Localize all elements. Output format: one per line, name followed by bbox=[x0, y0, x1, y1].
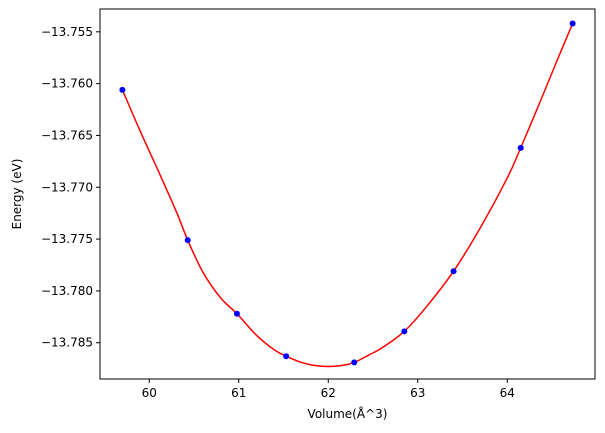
x-axis-ticks: 60 61 62 63 64 bbox=[142, 379, 515, 400]
data-point bbox=[119, 86, 126, 93]
x-tick-label: 61 bbox=[231, 386, 246, 400]
y-tick-label: −13.780 bbox=[41, 284, 93, 298]
x-tick-label: 62 bbox=[321, 386, 336, 400]
data-point bbox=[401, 328, 408, 335]
data-point bbox=[517, 144, 524, 151]
y-axis-label: Energy (eV) bbox=[10, 159, 24, 230]
y-tick-label: −13.775 bbox=[41, 232, 93, 246]
data-point bbox=[283, 353, 290, 360]
y-tick-label: −13.770 bbox=[41, 180, 93, 194]
y-tick-label: −13.755 bbox=[41, 25, 93, 39]
x-tick-label: 60 bbox=[142, 386, 157, 400]
data-point bbox=[233, 310, 240, 317]
plot-border bbox=[99, 8, 596, 380]
data-point bbox=[569, 20, 576, 27]
y-tick-label: −13.765 bbox=[41, 128, 93, 142]
data-point bbox=[450, 268, 457, 275]
data-point bbox=[351, 359, 358, 366]
x-axis-label: Volume(Å^3) bbox=[308, 406, 388, 421]
fit-curve-line bbox=[121, 23, 574, 368]
data-point bbox=[184, 237, 191, 244]
y-tick-label: −13.785 bbox=[41, 336, 93, 350]
y-tick-label: −13.760 bbox=[41, 77, 93, 91]
y-axis-ticks: −13.785 −13.780 −13.775 −13.770 −13.765 −13.7… bbox=[41, 25, 100, 350]
plot-frame bbox=[99, 8, 596, 380]
x-tick-label: 64 bbox=[500, 386, 515, 400]
fit-curve-layer bbox=[121, 23, 574, 368]
data-points-layer bbox=[119, 20, 576, 366]
x-tick-label: 63 bbox=[410, 386, 425, 400]
